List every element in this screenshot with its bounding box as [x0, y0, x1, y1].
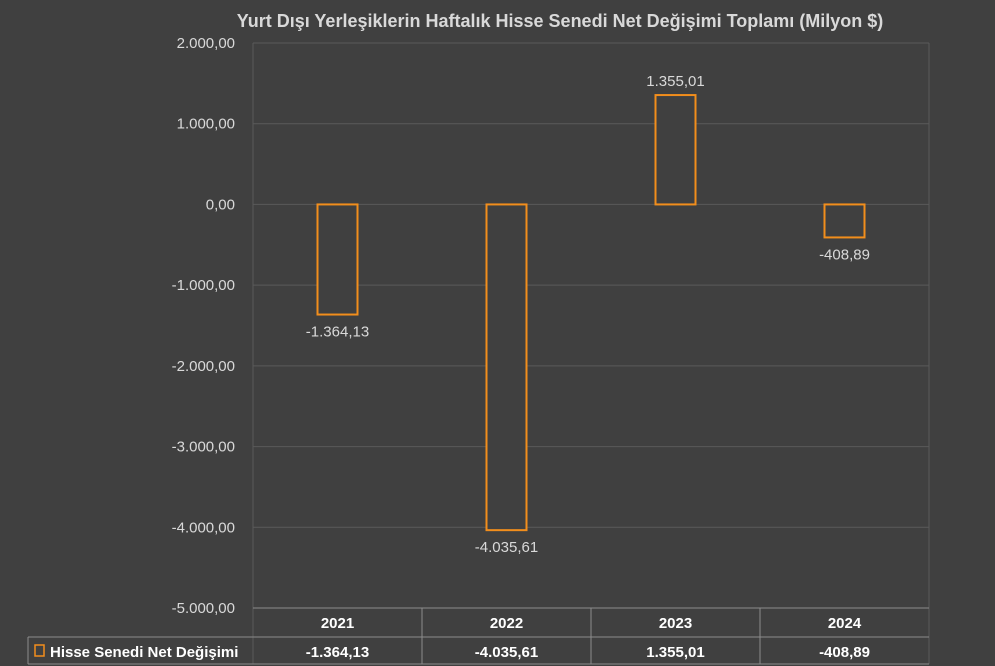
y-tick-label: -5.000,00: [172, 600, 235, 617]
x-tick-label-2022: 2022: [490, 615, 523, 632]
x-tick-label-2021: 2021: [321, 615, 354, 632]
data-table: 2021 -1.364,13 2022 -4.035,61 2023 1.355,01 20…: [27, 607, 929, 665]
gridlines: [252, 42, 930, 664]
y-tick-label: -1.000,00: [172, 277, 235, 294]
bar-2024: [823, 203, 866, 239]
y-tick-label: -4.000,00: [172, 519, 235, 536]
bar-2023: [654, 94, 697, 206]
data-label-2021: -1.364,13: [306, 324, 369, 341]
x-tick-label-2024: 2024: [828, 615, 862, 632]
table-value-2022: -4.035,61: [475, 644, 538, 661]
table-value-2023: 1.355,01: [646, 644, 704, 661]
table-value-2024: -408,89: [819, 644, 870, 661]
table-value-2021: -1.364,13: [306, 644, 369, 661]
bar-2021: [316, 203, 359, 316]
y-tick-label: 0,00: [206, 196, 235, 213]
legend-series-name: Hisse Senedi Net Değişimi: [50, 644, 238, 661]
y-axis-ticks: 2.000,00 1.000,00 0,00 -1.000,00 -2.000,00 -3…: [172, 35, 235, 617]
data-label-2024: -408,89: [819, 246, 870, 263]
legend-key: [34, 644, 45, 657]
chart-title: Yurt Dışı Yerleşiklerin Haftalık Hisse S…: [237, 11, 884, 31]
bar-2022: [485, 203, 528, 532]
y-tick-label: -2.000,00: [172, 358, 235, 375]
data-label-2023: 1.355,01: [646, 73, 704, 90]
y-tick-label: 2.000,00: [177, 35, 235, 52]
data-labels: -1.364,13 -4.035,61 1.355,01 -408,89: [306, 73, 870, 556]
y-tick-label: -3.000,00: [172, 439, 235, 456]
bars: [316, 94, 866, 532]
data-label-2022: -4.035,61: [475, 539, 538, 556]
y-tick-label: 1.000,00: [177, 116, 235, 133]
x-tick-label-2023: 2023: [659, 615, 692, 632]
